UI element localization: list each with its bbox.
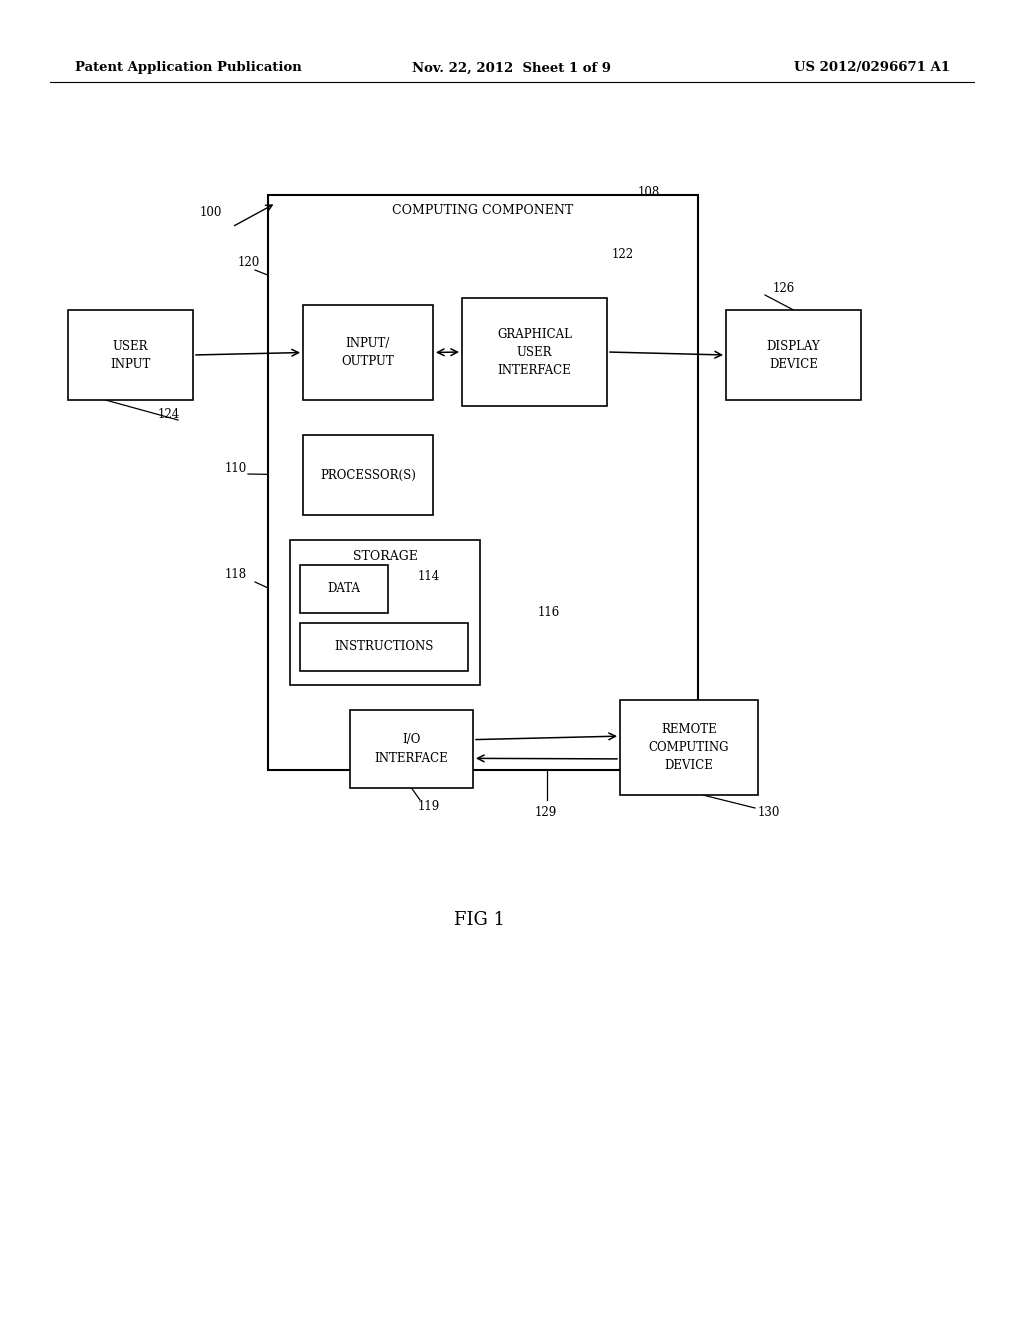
Bar [726, 310, 861, 400]
Bar [303, 305, 433, 400]
Bar [68, 310, 193, 400]
Bar [462, 298, 607, 407]
Text: COMPUTING COMPONENT: COMPUTING COMPONENT [392, 205, 573, 218]
Text: INSTRUCTIONS: INSTRUCTIONS [334, 640, 434, 653]
Bar [290, 540, 480, 685]
Text: Patent Application Publication: Patent Application Publication [75, 62, 302, 74]
Text: STORAGE: STORAGE [352, 549, 418, 562]
Text: 126: 126 [773, 281, 796, 294]
Text: 100: 100 [200, 206, 222, 219]
Text: 110: 110 [225, 462, 247, 475]
Text: DISPLAY
DEVICE: DISPLAY DEVICE [767, 339, 820, 371]
Text: Nov. 22, 2012  Sheet 1 of 9: Nov. 22, 2012 Sheet 1 of 9 [413, 62, 611, 74]
Text: DATA: DATA [328, 582, 360, 595]
Text: FIG 1: FIG 1 [455, 911, 506, 929]
Bar [620, 700, 758, 795]
Text: 116: 116 [538, 606, 560, 619]
Text: 108: 108 [638, 186, 660, 198]
Text: 118: 118 [225, 569, 247, 582]
Text: 129: 129 [535, 805, 557, 818]
Bar [350, 710, 473, 788]
Text: REMOTE
COMPUTING
DEVICE: REMOTE COMPUTING DEVICE [649, 723, 729, 772]
Text: I/O
INTERFACE: I/O INTERFACE [375, 734, 449, 764]
Bar [300, 623, 468, 671]
Text: 122: 122 [612, 248, 634, 261]
Text: USER
INPUT: USER INPUT [111, 339, 151, 371]
Text: GRAPHICAL
USER
INTERFACE: GRAPHICAL USER INTERFACE [497, 327, 572, 376]
Text: 114: 114 [418, 569, 440, 582]
Text: US 2012/0296671 A1: US 2012/0296671 A1 [794, 62, 950, 74]
Bar [268, 195, 698, 770]
Text: 130: 130 [758, 807, 780, 820]
Bar [303, 436, 433, 515]
Text: PROCESSOR(S): PROCESSOR(S) [321, 469, 416, 482]
Text: 120: 120 [238, 256, 260, 269]
Bar [300, 565, 388, 612]
Text: 124: 124 [158, 408, 180, 421]
Text: 119: 119 [418, 800, 440, 813]
Text: INPUT/
OUTPUT: INPUT/ OUTPUT [342, 337, 394, 368]
